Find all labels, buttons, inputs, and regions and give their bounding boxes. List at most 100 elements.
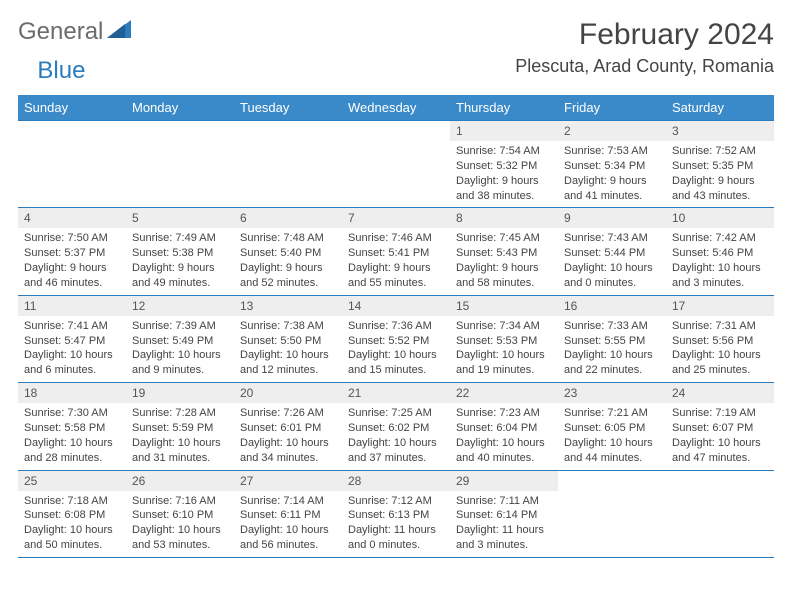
calendar-day-cell: 3Sunrise: 7:52 AMSunset: 5:35 PMDaylight… [666,121,774,208]
day-details: Sunrise: 7:54 AMSunset: 5:32 PMDaylight:… [450,141,558,207]
calendar-day-cell [234,121,342,208]
calendar-day-cell: 10Sunrise: 7:42 AMSunset: 5:46 PMDayligh… [666,208,774,295]
day-number: 9 [558,208,666,228]
day-details: Sunrise: 7:38 AMSunset: 5:50 PMDaylight:… [234,316,342,382]
calendar-day-cell [126,121,234,208]
day-details: Sunrise: 7:53 AMSunset: 5:34 PMDaylight:… [558,141,666,207]
day-number: 1 [450,121,558,141]
day-number: 20 [234,383,342,403]
day-details: Sunrise: 7:11 AMSunset: 6:14 PMDaylight:… [450,491,558,557]
day-number: 19 [126,383,234,403]
calendar-day-cell [18,121,126,208]
month-title: February 2024 [515,18,774,52]
weekday-header-row: Sunday Monday Tuesday Wednesday Thursday… [18,95,774,121]
calendar-day-cell [342,121,450,208]
calendar-day-cell: 24Sunrise: 7:19 AMSunset: 6:07 PMDayligh… [666,383,774,470]
day-details: Sunrise: 7:33 AMSunset: 5:55 PMDaylight:… [558,316,666,382]
day-details: Sunrise: 7:43 AMSunset: 5:44 PMDaylight:… [558,228,666,294]
day-details: Sunrise: 7:31 AMSunset: 5:56 PMDaylight:… [666,316,774,382]
day-details: Sunrise: 7:19 AMSunset: 6:07 PMDaylight:… [666,403,774,469]
day-number: 12 [126,296,234,316]
calendar-day-cell: 27Sunrise: 7:14 AMSunset: 6:11 PMDayligh… [234,470,342,557]
day-details: Sunrise: 7:12 AMSunset: 6:13 PMDaylight:… [342,491,450,557]
day-number: 24 [666,383,774,403]
day-details: Sunrise: 7:48 AMSunset: 5:40 PMDaylight:… [234,228,342,294]
title-block: February 2024 Plescuta, Arad County, Rom… [515,18,774,77]
calendar-day-cell: 16Sunrise: 7:33 AMSunset: 5:55 PMDayligh… [558,295,666,382]
calendar-day-cell: 7Sunrise: 7:46 AMSunset: 5:41 PMDaylight… [342,208,450,295]
day-number: 6 [234,208,342,228]
calendar-day-cell: 8Sunrise: 7:45 AMSunset: 5:43 PMDaylight… [450,208,558,295]
day-number: 25 [18,471,126,491]
weekday-header: Monday [126,95,234,121]
day-details: Sunrise: 7:46 AMSunset: 5:41 PMDaylight:… [342,228,450,294]
day-details: Sunrise: 7:28 AMSunset: 5:59 PMDaylight:… [126,403,234,469]
day-number: 27 [234,471,342,491]
day-number: 17 [666,296,774,316]
day-number: 7 [342,208,450,228]
weekday-header: Wednesday [342,95,450,121]
day-number: 18 [18,383,126,403]
day-details: Sunrise: 7:23 AMSunset: 6:04 PMDaylight:… [450,403,558,469]
day-details: Sunrise: 7:42 AMSunset: 5:46 PMDaylight:… [666,228,774,294]
calendar-day-cell: 20Sunrise: 7:26 AMSunset: 6:01 PMDayligh… [234,383,342,470]
day-number: 29 [450,471,558,491]
calendar-day-cell: 5Sunrise: 7:49 AMSunset: 5:38 PMDaylight… [126,208,234,295]
day-number: 13 [234,296,342,316]
calendar-week-row: 4Sunrise: 7:50 AMSunset: 5:37 PMDaylight… [18,208,774,295]
calendar-week-row: 11Sunrise: 7:41 AMSunset: 5:47 PMDayligh… [18,295,774,382]
calendar-day-cell: 12Sunrise: 7:39 AMSunset: 5:49 PMDayligh… [126,295,234,382]
calendar-day-cell: 17Sunrise: 7:31 AMSunset: 5:56 PMDayligh… [666,295,774,382]
day-details: Sunrise: 7:41 AMSunset: 5:47 PMDaylight:… [18,316,126,382]
calendar-day-cell: 11Sunrise: 7:41 AMSunset: 5:47 PMDayligh… [18,295,126,382]
day-number: 8 [450,208,558,228]
day-details: Sunrise: 7:50 AMSunset: 5:37 PMDaylight:… [18,228,126,294]
calendar-day-cell: 29Sunrise: 7:11 AMSunset: 6:14 PMDayligh… [450,470,558,557]
day-details: Sunrise: 7:36 AMSunset: 5:52 PMDaylight:… [342,316,450,382]
day-number: 5 [126,208,234,228]
calendar-day-cell: 25Sunrise: 7:18 AMSunset: 6:08 PMDayligh… [18,470,126,557]
weekday-header: Sunday [18,95,126,121]
day-number: 26 [126,471,234,491]
calendar-week-row: 1Sunrise: 7:54 AMSunset: 5:32 PMDaylight… [18,121,774,208]
brand-text-general: General [18,18,103,46]
day-number: 4 [18,208,126,228]
calendar-day-cell [666,470,774,557]
day-details: Sunrise: 7:14 AMSunset: 6:11 PMDaylight:… [234,491,342,557]
day-details: Sunrise: 7:26 AMSunset: 6:01 PMDaylight:… [234,403,342,469]
calendar-table: Sunday Monday Tuesday Wednesday Thursday… [18,95,774,558]
calendar-body: 1Sunrise: 7:54 AMSunset: 5:32 PMDaylight… [18,121,774,558]
calendar-day-cell: 23Sunrise: 7:21 AMSunset: 6:05 PMDayligh… [558,383,666,470]
day-number: 16 [558,296,666,316]
day-number: 2 [558,121,666,141]
day-number: 28 [342,471,450,491]
calendar-day-cell: 21Sunrise: 7:25 AMSunset: 6:02 PMDayligh… [342,383,450,470]
day-details: Sunrise: 7:52 AMSunset: 5:35 PMDaylight:… [666,141,774,207]
day-number: 10 [666,208,774,228]
day-details: Sunrise: 7:25 AMSunset: 6:02 PMDaylight:… [342,403,450,469]
weekday-header: Thursday [450,95,558,121]
day-details: Sunrise: 7:34 AMSunset: 5:53 PMDaylight:… [450,316,558,382]
calendar-day-cell: 19Sunrise: 7:28 AMSunset: 5:59 PMDayligh… [126,383,234,470]
day-details: Sunrise: 7:21 AMSunset: 6:05 PMDaylight:… [558,403,666,469]
day-number: 11 [18,296,126,316]
calendar-day-cell: 22Sunrise: 7:23 AMSunset: 6:04 PMDayligh… [450,383,558,470]
calendar-day-cell: 9Sunrise: 7:43 AMSunset: 5:44 PMDaylight… [558,208,666,295]
calendar-day-cell: 6Sunrise: 7:48 AMSunset: 5:40 PMDaylight… [234,208,342,295]
calendar-day-cell: 18Sunrise: 7:30 AMSunset: 5:58 PMDayligh… [18,383,126,470]
day-details: Sunrise: 7:30 AMSunset: 5:58 PMDaylight:… [18,403,126,469]
calendar-week-row: 18Sunrise: 7:30 AMSunset: 5:58 PMDayligh… [18,383,774,470]
day-details: Sunrise: 7:45 AMSunset: 5:43 PMDaylight:… [450,228,558,294]
calendar-day-cell: 1Sunrise: 7:54 AMSunset: 5:32 PMDaylight… [450,121,558,208]
day-number: 15 [450,296,558,316]
day-number: 3 [666,121,774,141]
day-number: 21 [342,383,450,403]
calendar-day-cell: 2Sunrise: 7:53 AMSunset: 5:34 PMDaylight… [558,121,666,208]
weekday-header: Tuesday [234,95,342,121]
calendar-day-cell: 28Sunrise: 7:12 AMSunset: 6:13 PMDayligh… [342,470,450,557]
day-number: 23 [558,383,666,403]
weekday-header: Friday [558,95,666,121]
day-number: 22 [450,383,558,403]
day-details: Sunrise: 7:16 AMSunset: 6:10 PMDaylight:… [126,491,234,557]
calendar-day-cell [558,470,666,557]
